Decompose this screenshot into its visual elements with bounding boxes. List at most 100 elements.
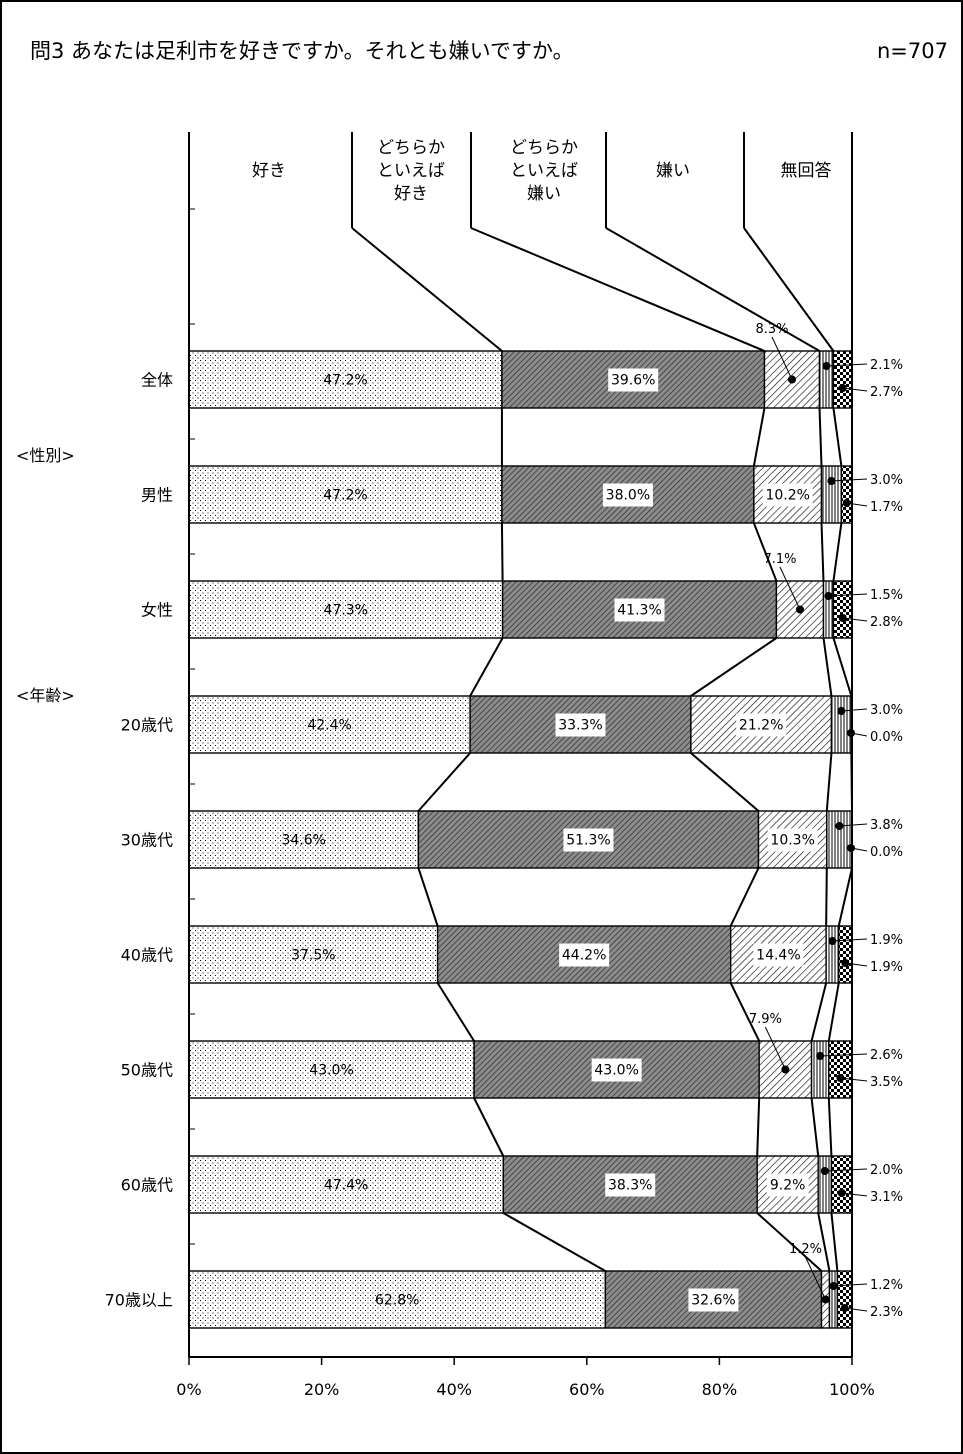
legend-label: 嫌い xyxy=(527,184,561,204)
connector-line xyxy=(473,1097,505,1157)
value-label-bg xyxy=(762,483,813,507)
value-label: 3.8% xyxy=(870,818,903,833)
bar-segment xyxy=(832,350,853,409)
connector-line xyxy=(756,1212,823,1272)
leader-line xyxy=(828,593,868,597)
value-label: 1.5% xyxy=(870,588,903,603)
connector-line xyxy=(825,752,833,812)
bar-segment xyxy=(188,1155,504,1214)
value-label: 43.0% xyxy=(594,1063,638,1079)
value-label: 47.2% xyxy=(323,373,367,389)
leader-dot xyxy=(781,1065,790,1074)
leader-dot xyxy=(837,707,846,715)
value-label-bg xyxy=(563,828,614,852)
value-label: 3.0% xyxy=(870,703,903,718)
legend-connector xyxy=(470,227,765,352)
leader-dot xyxy=(821,1295,830,1304)
bar-segment xyxy=(825,925,840,984)
value-label: 14.4% xyxy=(756,948,800,964)
value-label: 2.3% xyxy=(870,1305,903,1320)
leader-line xyxy=(805,1256,826,1300)
leader-line xyxy=(842,617,868,622)
leader-line xyxy=(831,478,868,482)
category-label: 60歳代 xyxy=(121,1176,173,1195)
leader-line xyxy=(826,363,868,367)
connector-line xyxy=(822,637,833,697)
value-label: 0.0% xyxy=(870,730,903,745)
value-label: 38.3% xyxy=(608,1178,652,1194)
connector-line xyxy=(832,522,843,582)
connector-line xyxy=(810,1097,820,1157)
leader-dot xyxy=(795,605,804,614)
category-label: 40歳代 xyxy=(121,946,173,965)
bar-segment xyxy=(188,465,503,524)
value-label: 1.2% xyxy=(870,1278,903,1293)
x-tick-label: 60% xyxy=(569,1380,605,1399)
value-label-bg xyxy=(608,368,659,392)
x-tick-label: 0% xyxy=(176,1380,201,1399)
connector-line xyxy=(827,1097,833,1157)
connector-line xyxy=(832,637,853,697)
value-label: 62.8% xyxy=(375,1293,419,1309)
value-label: 3.0% xyxy=(870,473,903,488)
leader-line xyxy=(841,708,868,712)
bar-segment xyxy=(826,810,853,869)
connector-line xyxy=(417,752,471,812)
leader-line xyxy=(779,566,801,610)
bar-segment xyxy=(473,1040,760,1099)
value-label-bg xyxy=(591,1058,642,1082)
value-label: 10.2% xyxy=(765,488,809,504)
connector-line xyxy=(502,1212,606,1272)
legend-label: といえば xyxy=(510,161,578,181)
value-label: 21.2% xyxy=(739,718,783,734)
value-label: 1.9% xyxy=(870,960,903,975)
value-label: 43.0% xyxy=(309,1063,353,1079)
connector-line xyxy=(832,407,843,467)
value-label-bg xyxy=(602,483,653,507)
x-tick-label: 40% xyxy=(436,1380,472,1399)
value-label: 47.2% xyxy=(323,488,367,504)
value-label: 33.3% xyxy=(558,718,602,734)
leader-line xyxy=(771,336,793,380)
category-label: 全体 xyxy=(141,371,173,390)
connector-line xyxy=(817,1212,831,1272)
value-label-bg xyxy=(559,943,610,967)
leader-line xyxy=(840,1077,868,1082)
leader-dot xyxy=(838,614,847,622)
value-label-bg xyxy=(555,713,606,737)
leader-dot xyxy=(787,375,796,384)
bar-segment xyxy=(810,1040,830,1099)
bar-segment xyxy=(188,810,420,869)
x-tick-label: 100% xyxy=(829,1380,875,1399)
value-label: 9.2% xyxy=(770,1178,806,1194)
value-label: 2.7% xyxy=(870,385,903,400)
bar-segment xyxy=(820,465,843,524)
leader-dot xyxy=(835,822,844,830)
legend-connector xyxy=(605,227,821,352)
leader-line xyxy=(820,1053,868,1057)
leader-dot xyxy=(842,499,851,507)
connector-line xyxy=(469,637,504,697)
leader-line xyxy=(764,1026,786,1070)
connector-line xyxy=(837,867,853,927)
group-label-age: <年齢> xyxy=(16,686,75,705)
value-label: 2.8% xyxy=(870,615,903,630)
bar-segment xyxy=(836,1270,853,1329)
legend-label: 嫌い xyxy=(656,161,690,181)
bar-segment xyxy=(830,695,853,754)
value-label: 8.3% xyxy=(755,322,788,337)
value-label: 10.3% xyxy=(770,833,814,849)
bar-segment xyxy=(188,580,504,639)
leader-line xyxy=(832,938,868,942)
legend-connector xyxy=(351,227,503,352)
leader-dot xyxy=(836,1074,845,1082)
bar-segment xyxy=(838,925,853,984)
connector-line xyxy=(690,752,760,812)
value-label: 38.0% xyxy=(606,488,650,504)
category-label: 男性 xyxy=(141,486,173,505)
leader-dot xyxy=(840,1304,849,1312)
category-label: 30歳代 xyxy=(121,831,173,850)
bar-segment xyxy=(188,925,439,984)
connector-line xyxy=(690,637,777,697)
